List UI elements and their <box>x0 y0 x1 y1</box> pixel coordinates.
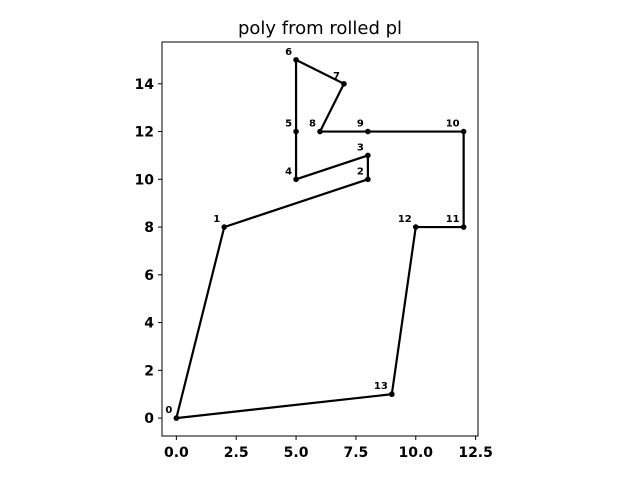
point-label: 12 <box>398 214 412 225</box>
data-point <box>341 80 347 87</box>
chart-title: poly from rolled pl <box>238 18 402 39</box>
x-tick-label: 12.5 <box>458 445 493 461</box>
x-tick-label: 7.5 <box>344 445 369 461</box>
series-polygon <box>174 58 465 420</box>
data-point <box>365 152 371 159</box>
point-label: 3 <box>357 142 364 153</box>
data-point <box>460 128 467 135</box>
y-tick-label: 10 <box>135 172 155 188</box>
point-label: 8 <box>309 119 316 130</box>
x-tick-label: 5.0 <box>284 445 309 461</box>
data-point <box>293 57 299 63</box>
data-point <box>365 128 371 135</box>
y-tick-label: 0 <box>144 411 154 427</box>
x-axis: 0.0 2.5 5.0 7.5 10.0 12.5 <box>164 436 493 461</box>
point-label: 5 <box>285 119 292 130</box>
x-tick-label: 10.0 <box>398 445 433 461</box>
data-point <box>173 415 180 421</box>
data-point <box>412 224 419 230</box>
point-label: 1 <box>213 214 220 225</box>
y-tick-label: 12 <box>135 125 154 141</box>
x-tick-label: 0.0 <box>164 445 189 461</box>
data-point <box>389 391 395 398</box>
y-tick-label: 8 <box>144 220 154 236</box>
data-point <box>365 176 371 183</box>
data-point <box>460 224 467 230</box>
point-label: 2 <box>357 166 364 177</box>
y-tick-label: 6 <box>144 268 154 284</box>
y-axis: 0 2 4 6 8 10 12 14 <box>135 77 162 427</box>
y-tick-label: 14 <box>135 77 155 93</box>
data-point <box>293 128 299 135</box>
point-label: 0 <box>165 405 172 416</box>
point-label: 11 <box>446 214 460 225</box>
data-point <box>317 128 323 135</box>
plot-area <box>161 41 479 437</box>
point-label: 4 <box>285 166 292 177</box>
y-tick-label: 2 <box>144 363 154 379</box>
data-point <box>293 176 299 183</box>
point-label: 7 <box>333 71 340 82</box>
point-label: 10 <box>446 119 460 130</box>
y-tick-label: 4 <box>144 316 154 332</box>
point-label: 13 <box>374 381 388 392</box>
point-label: 6 <box>285 47 292 58</box>
point-label: 9 <box>357 119 364 130</box>
polygon-line <box>174 58 465 420</box>
x-tick-label: 2.5 <box>224 445 249 461</box>
data-point <box>221 224 228 230</box>
